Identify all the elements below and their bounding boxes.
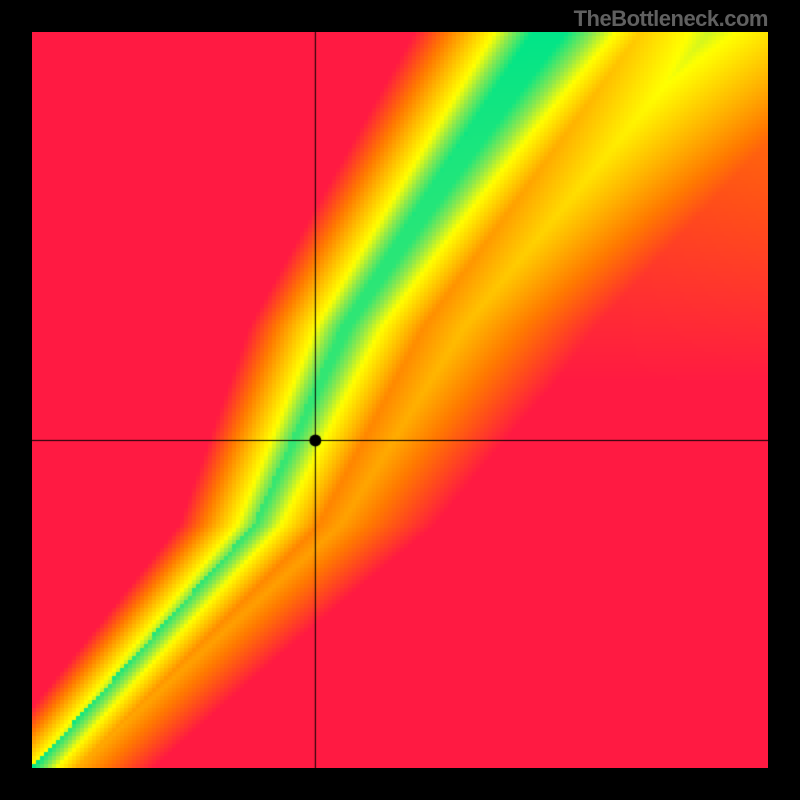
bottleneck-heatmap xyxy=(32,32,768,768)
chart-container: TheBottleneck.com xyxy=(0,0,800,800)
watermark-text: TheBottleneck.com xyxy=(574,6,768,32)
